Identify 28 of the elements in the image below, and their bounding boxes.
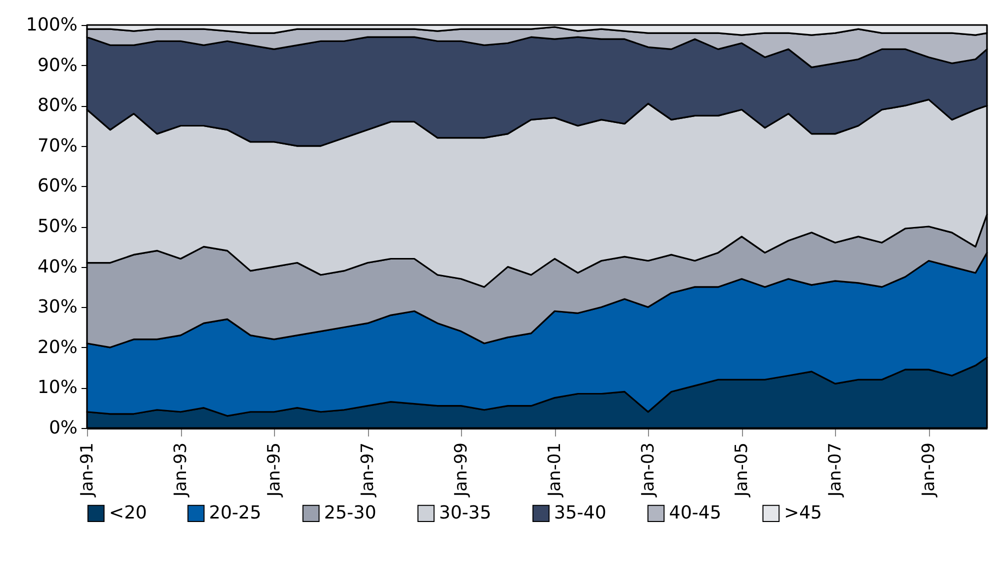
legend-label: <20: [109, 502, 147, 524]
legend-label: >45: [784, 502, 822, 524]
y-tick-label: 10%: [37, 377, 78, 398]
x-tick-label: Jan-09: [919, 442, 940, 498]
x-tick-label: Jan-05: [732, 442, 752, 498]
y-tick-label: 30%: [37, 296, 78, 318]
y-tick-label: 50%: [37, 216, 78, 237]
y-tick-label: 80%: [37, 95, 78, 116]
legend-label: 20-25: [209, 502, 262, 524]
legend-label: 25-30: [324, 502, 376, 524]
legend-label: 35-40: [554, 502, 606, 524]
x-tick-label: Jan-93: [171, 442, 192, 498]
x-tick-label: Jan-01: [545, 442, 566, 498]
y-tick-label: 90%: [37, 54, 78, 76]
x-tick-label: Jan-95: [264, 442, 285, 498]
x-tick-label: Jan-07: [826, 442, 846, 498]
x-tick-label: Jan-91: [78, 442, 98, 498]
y-tick-label: 60%: [37, 176, 78, 197]
y-tick-label: 70%: [37, 135, 78, 156]
x-tick-label: Jan-03: [638, 442, 659, 498]
y-tick-label: 0%: [48, 418, 78, 438]
y-tick-label: 40%: [37, 256, 78, 278]
x-tick-label: Jan-99: [452, 442, 472, 498]
y-tick-label: 100%: [26, 14, 78, 36]
legend-label: 30-35: [439, 502, 492, 524]
x-tick-label: Jan-97: [358, 442, 378, 498]
y-tick-label: 20%: [37, 336, 78, 358]
legend-label: 40-45: [669, 502, 722, 524]
